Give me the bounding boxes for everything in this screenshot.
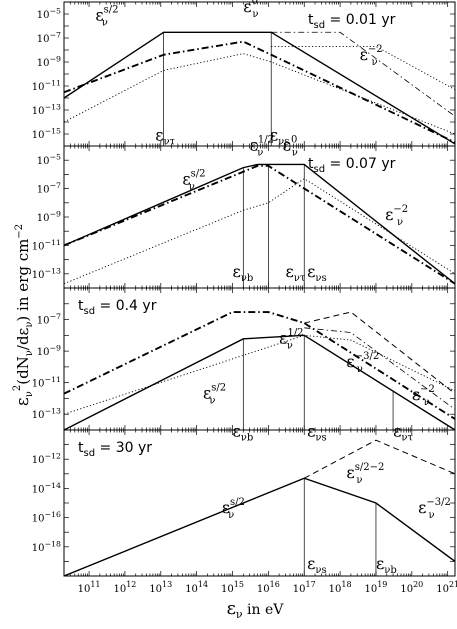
y-tick-label: 10−13 — [32, 266, 61, 281]
y-tick-label: 10−7 — [37, 312, 61, 327]
series-group — [64, 311, 455, 430]
tsd-label: tsd = 0.07 yr — [308, 156, 396, 175]
series-line-solid — [64, 163, 455, 285]
series-line-dotted — [64, 53, 455, 135]
y-tick-label: 10−11 — [32, 375, 61, 390]
slope-annotation: ενb — [233, 421, 254, 443]
x-tick-label: 1013 — [149, 580, 172, 595]
series-group — [64, 163, 455, 288]
slope-annotation: εs/2 ν — [95, 4, 118, 28]
slope-annotation: εs/2−2 ν — [346, 462, 384, 486]
slope-annotation: ε−2 ν — [360, 44, 383, 68]
series-line-dashdot-thick — [64, 311, 455, 420]
y-tick-label: 10−9 — [37, 344, 61, 359]
series-line-dotted — [64, 178, 455, 285]
panel-4: 10−12 10−14 10−16 10−18 εs/2 ν εs/2−2 ν ε−3/2 ν εν… — [32, 429, 456, 577]
series-line-solid — [64, 477, 455, 576]
y-tick-label: 10−7 — [37, 181, 61, 196]
y-tick-label: 10−16 — [32, 510, 61, 525]
y-tick-label: 10−13 — [32, 103, 61, 118]
y-axis-label: εν2(dNν/dεν) in erg cm−2 — [12, 224, 35, 406]
slope-annotation: ενb — [376, 554, 397, 576]
panel-frame — [63, 1, 456, 147]
series-line-solid — [64, 334, 455, 430]
series-line-dashdot-thick — [64, 164, 455, 285]
slope-annotation: ε1/2 ν — [279, 328, 303, 352]
slope-annotation: εντ — [285, 262, 305, 284]
x-tick-label: 1019 — [364, 580, 387, 595]
y-tick-label: 10−5 — [37, 153, 61, 168]
y-tick-label: 10−11 — [32, 238, 61, 253]
slope-annotation: εs/2 ν — [222, 497, 245, 521]
x-tick-label: 1014 — [185, 580, 208, 595]
x-tick-label: 1020 — [400, 580, 423, 595]
y-tick-label: 10−14 — [32, 481, 61, 496]
series-line-dashdot-thick — [64, 40, 455, 144]
series-line-dashdot-thin — [304, 327, 455, 410]
x-tick-label: 1015 — [221, 580, 244, 595]
slope-annotation: ε0 ν — [243, 0, 258, 20]
panel-3: 10−7 10−9 10−11 10−13 εs/2 ν ε1/2 ν ε−3/2 ν ε−2 ν εν… — [32, 287, 456, 443]
x-tick-label: 1011 — [78, 580, 101, 595]
slope-annotation: εντ — [155, 125, 175, 147]
y-tick-label: 10−18 — [32, 539, 61, 554]
panel-2: 10−5 10−7 10−9 10−11 10−13 εs/2 ν ε1/2 ν ε0 ν ε−2 ν ε… — [32, 134, 456, 289]
y-tick-label: 10−12 — [32, 452, 61, 467]
series-group — [64, 31, 455, 146]
panels-group: 10−5 10−7 10−9 10−11 10−13 10−15 εs/2 ν ε0 ν ε−2 ν ε… — [32, 0, 457, 595]
series-line-solid — [64, 31, 455, 145]
x-tick-label: 1012 — [113, 580, 136, 595]
series-line-dashed — [303, 439, 455, 479]
y-tick-label: 10−15 — [32, 127, 61, 142]
tsd-label: tsd = 0.4 yr — [78, 298, 157, 317]
slope-annotation: ενb — [233, 262, 254, 284]
series-line-dashed — [304, 311, 455, 395]
x-tick-label: 1016 — [257, 580, 280, 595]
slope-annotation: ενs — [270, 125, 290, 147]
series-line-dashdot-thin — [271, 31, 455, 117]
slope-annotation: ε−3/2 ν — [418, 497, 451, 521]
slope-annotation: ενs — [307, 554, 327, 576]
y-tick-label: 10−5 — [37, 7, 61, 22]
y-tick-label: 10−7 — [37, 31, 61, 46]
x-axis-label: εν in eV — [227, 598, 285, 621]
slope-annotation: ενs — [307, 421, 327, 443]
series-line-dotted — [271, 45, 455, 91]
slope-annotation: ε0 ν — [283, 134, 298, 158]
panel-1: 10−5 10−7 10−9 10−11 10−13 10−15 εs/2 ν ε0 ν ε−2 ν ε… — [32, 0, 456, 147]
slope-annotation: εs/2 ν — [182, 168, 205, 192]
slope-annotation: ε−2 ν — [412, 384, 435, 408]
tsd-label: tsd = 30 yr — [78, 440, 152, 459]
x-tick-label: 1017 — [293, 580, 316, 595]
slope-annotation: ε−2 ν — [385, 204, 408, 228]
y-tick-label: 10−9 — [37, 210, 61, 225]
slope-annotation: ενs — [307, 262, 327, 284]
series-line-dotted — [64, 334, 455, 415]
y-tick-label: 10−13 — [32, 407, 61, 422]
slope-annotation: ε−3/2 ν — [346, 351, 379, 375]
series-group — [64, 439, 455, 576]
tsd-label: tsd = 0.01 yr — [308, 12, 396, 31]
slope-annotation: εs/2 ν — [203, 382, 226, 406]
x-tick-label: 1018 — [329, 580, 352, 595]
y-tick-label: 10−11 — [32, 79, 61, 94]
x-tick-label: 1021 — [436, 580, 457, 595]
y-tick-label: 10−9 — [37, 55, 61, 70]
slope-annotation: ε1/2 ν — [250, 134, 274, 158]
